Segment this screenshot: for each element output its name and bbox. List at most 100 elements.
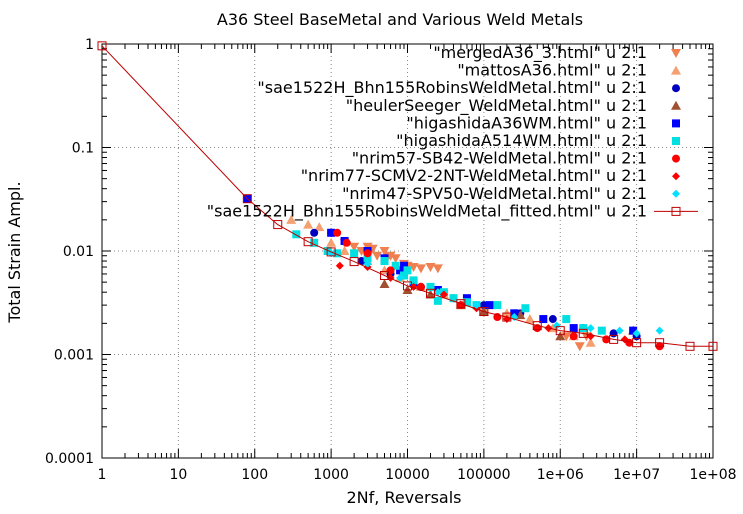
data-point: [485, 301, 494, 310]
data-point: [632, 329, 641, 338]
data-point: [548, 315, 557, 324]
x-tick-label: 1e+07: [613, 467, 660, 483]
data-point: [390, 254, 401, 264]
data-point: [478, 306, 489, 316]
data-point: [323, 247, 332, 255]
data-point: [363, 259, 372, 268]
plot-frame: [101, 43, 714, 459]
data-point: [403, 266, 412, 275]
data-point: [569, 332, 578, 341]
data-point: [433, 296, 442, 305]
legend-label: "mergedA36_3.html" u 2:1: [433, 43, 647, 63]
legend-symbol: [671, 100, 681, 110]
series-10: [97, 41, 718, 351]
x-tick-label: 10000: [385, 467, 430, 483]
data-point: [615, 326, 624, 335]
data-point: [303, 237, 313, 247]
data-point: [462, 294, 471, 303]
data-point: [708, 341, 718, 351]
data-point: [415, 264, 426, 274]
legend-symbol: [672, 119, 680, 128]
data-point: [326, 237, 337, 247]
data-point: [524, 314, 535, 324]
axis-ticks: 1 10 100 1000 10000 100000 1e+06 1e+07 1e+08 0.00…: [45, 37, 737, 483]
data-point: [339, 246, 350, 255]
data-point: [333, 228, 342, 237]
data-point: [379, 247, 390, 256]
data-point: [396, 273, 405, 282]
data-point: [335, 261, 344, 270]
data-point: [510, 313, 519, 322]
data-series: [97, 41, 718, 352]
y-tick-label: 0.01: [63, 244, 94, 260]
x-tick-label: 100000: [457, 467, 510, 483]
data-point: [578, 328, 588, 338]
data-point: [685, 341, 695, 351]
x-tick-label: 1: [98, 467, 107, 483]
legend-symbol: [672, 189, 680, 198]
data-point: [400, 261, 409, 270]
data-point: [416, 282, 425, 291]
data-point: [303, 219, 314, 229]
data-point: [286, 214, 297, 224]
data-point: [372, 251, 383, 261]
data-point: [555, 326, 565, 336]
legend-symbol: [672, 154, 680, 163]
data-point: [629, 326, 638, 335]
x-tick-label: 1000: [313, 467, 349, 483]
legend-label: "nrim77-SCMV2-2NT-WeldMetal.html" u 2:1: [301, 166, 647, 185]
legend-symbol: [671, 49, 681, 58]
data-point: [333, 249, 342, 258]
legend-label: "heulerSeeger_WeldMetal.html" u 2:1: [346, 96, 647, 116]
data-point: [449, 294, 458, 303]
data-point: [426, 282, 435, 291]
data-point: [552, 321, 561, 330]
data-point: [425, 288, 435, 298]
legend-label: "higashidaA514WM.html" u 2:1: [396, 131, 647, 150]
data-point: [574, 342, 585, 352]
data-point: [409, 276, 418, 285]
y-axis-title: Total Strain Ampl.: [5, 181, 24, 323]
data-point: [502, 312, 512, 322]
data-point: [521, 304, 530, 313]
data-point: [310, 238, 319, 247]
data-point: [349, 257, 359, 267]
data-point: [242, 194, 252, 204]
data-point: [655, 338, 665, 348]
data-point: [439, 290, 448, 299]
data-point: [456, 299, 466, 309]
data-point: [403, 281, 412, 291]
legend-symbol: [672, 172, 680, 181]
legend: "mergedA36_3.html" u 2:1"mattosA36.html"…: [207, 43, 698, 221]
x-tick-label: 1e+06: [537, 467, 584, 483]
data-point: [532, 321, 542, 331]
chart-title: A36 Steel BaseMetal and Various Weld Met…: [217, 10, 583, 29]
data-point: [425, 289, 436, 299]
data-point: [349, 242, 360, 252]
data-point: [539, 315, 548, 324]
data-point: [314, 222, 325, 232]
data-point: [327, 228, 336, 237]
y-tick-label: 0.1: [72, 141, 94, 157]
data-point: [380, 270, 390, 280]
data-point: [579, 324, 588, 333]
data-point: [391, 261, 400, 270]
grid: [102, 44, 713, 458]
data-point: [569, 324, 578, 333]
data-point: [379, 278, 390, 288]
data-point: [292, 230, 301, 239]
data-point: [400, 271, 409, 280]
data-point: [273, 220, 283, 230]
data-point: [462, 298, 471, 307]
data-point: [609, 334, 619, 344]
data-point: [380, 257, 389, 266]
data-point: [408, 263, 419, 273]
data-point: [586, 324, 595, 333]
legend-label: "nrim57-SB42-WeldMetal.html" u 2:1: [352, 149, 647, 168]
x-tick-label: 10: [169, 467, 187, 483]
y-tick-label: 0.001: [54, 348, 94, 364]
data-point: [386, 266, 395, 275]
legend-symbol: [671, 206, 681, 216]
x-tick-label: 100: [241, 467, 268, 483]
